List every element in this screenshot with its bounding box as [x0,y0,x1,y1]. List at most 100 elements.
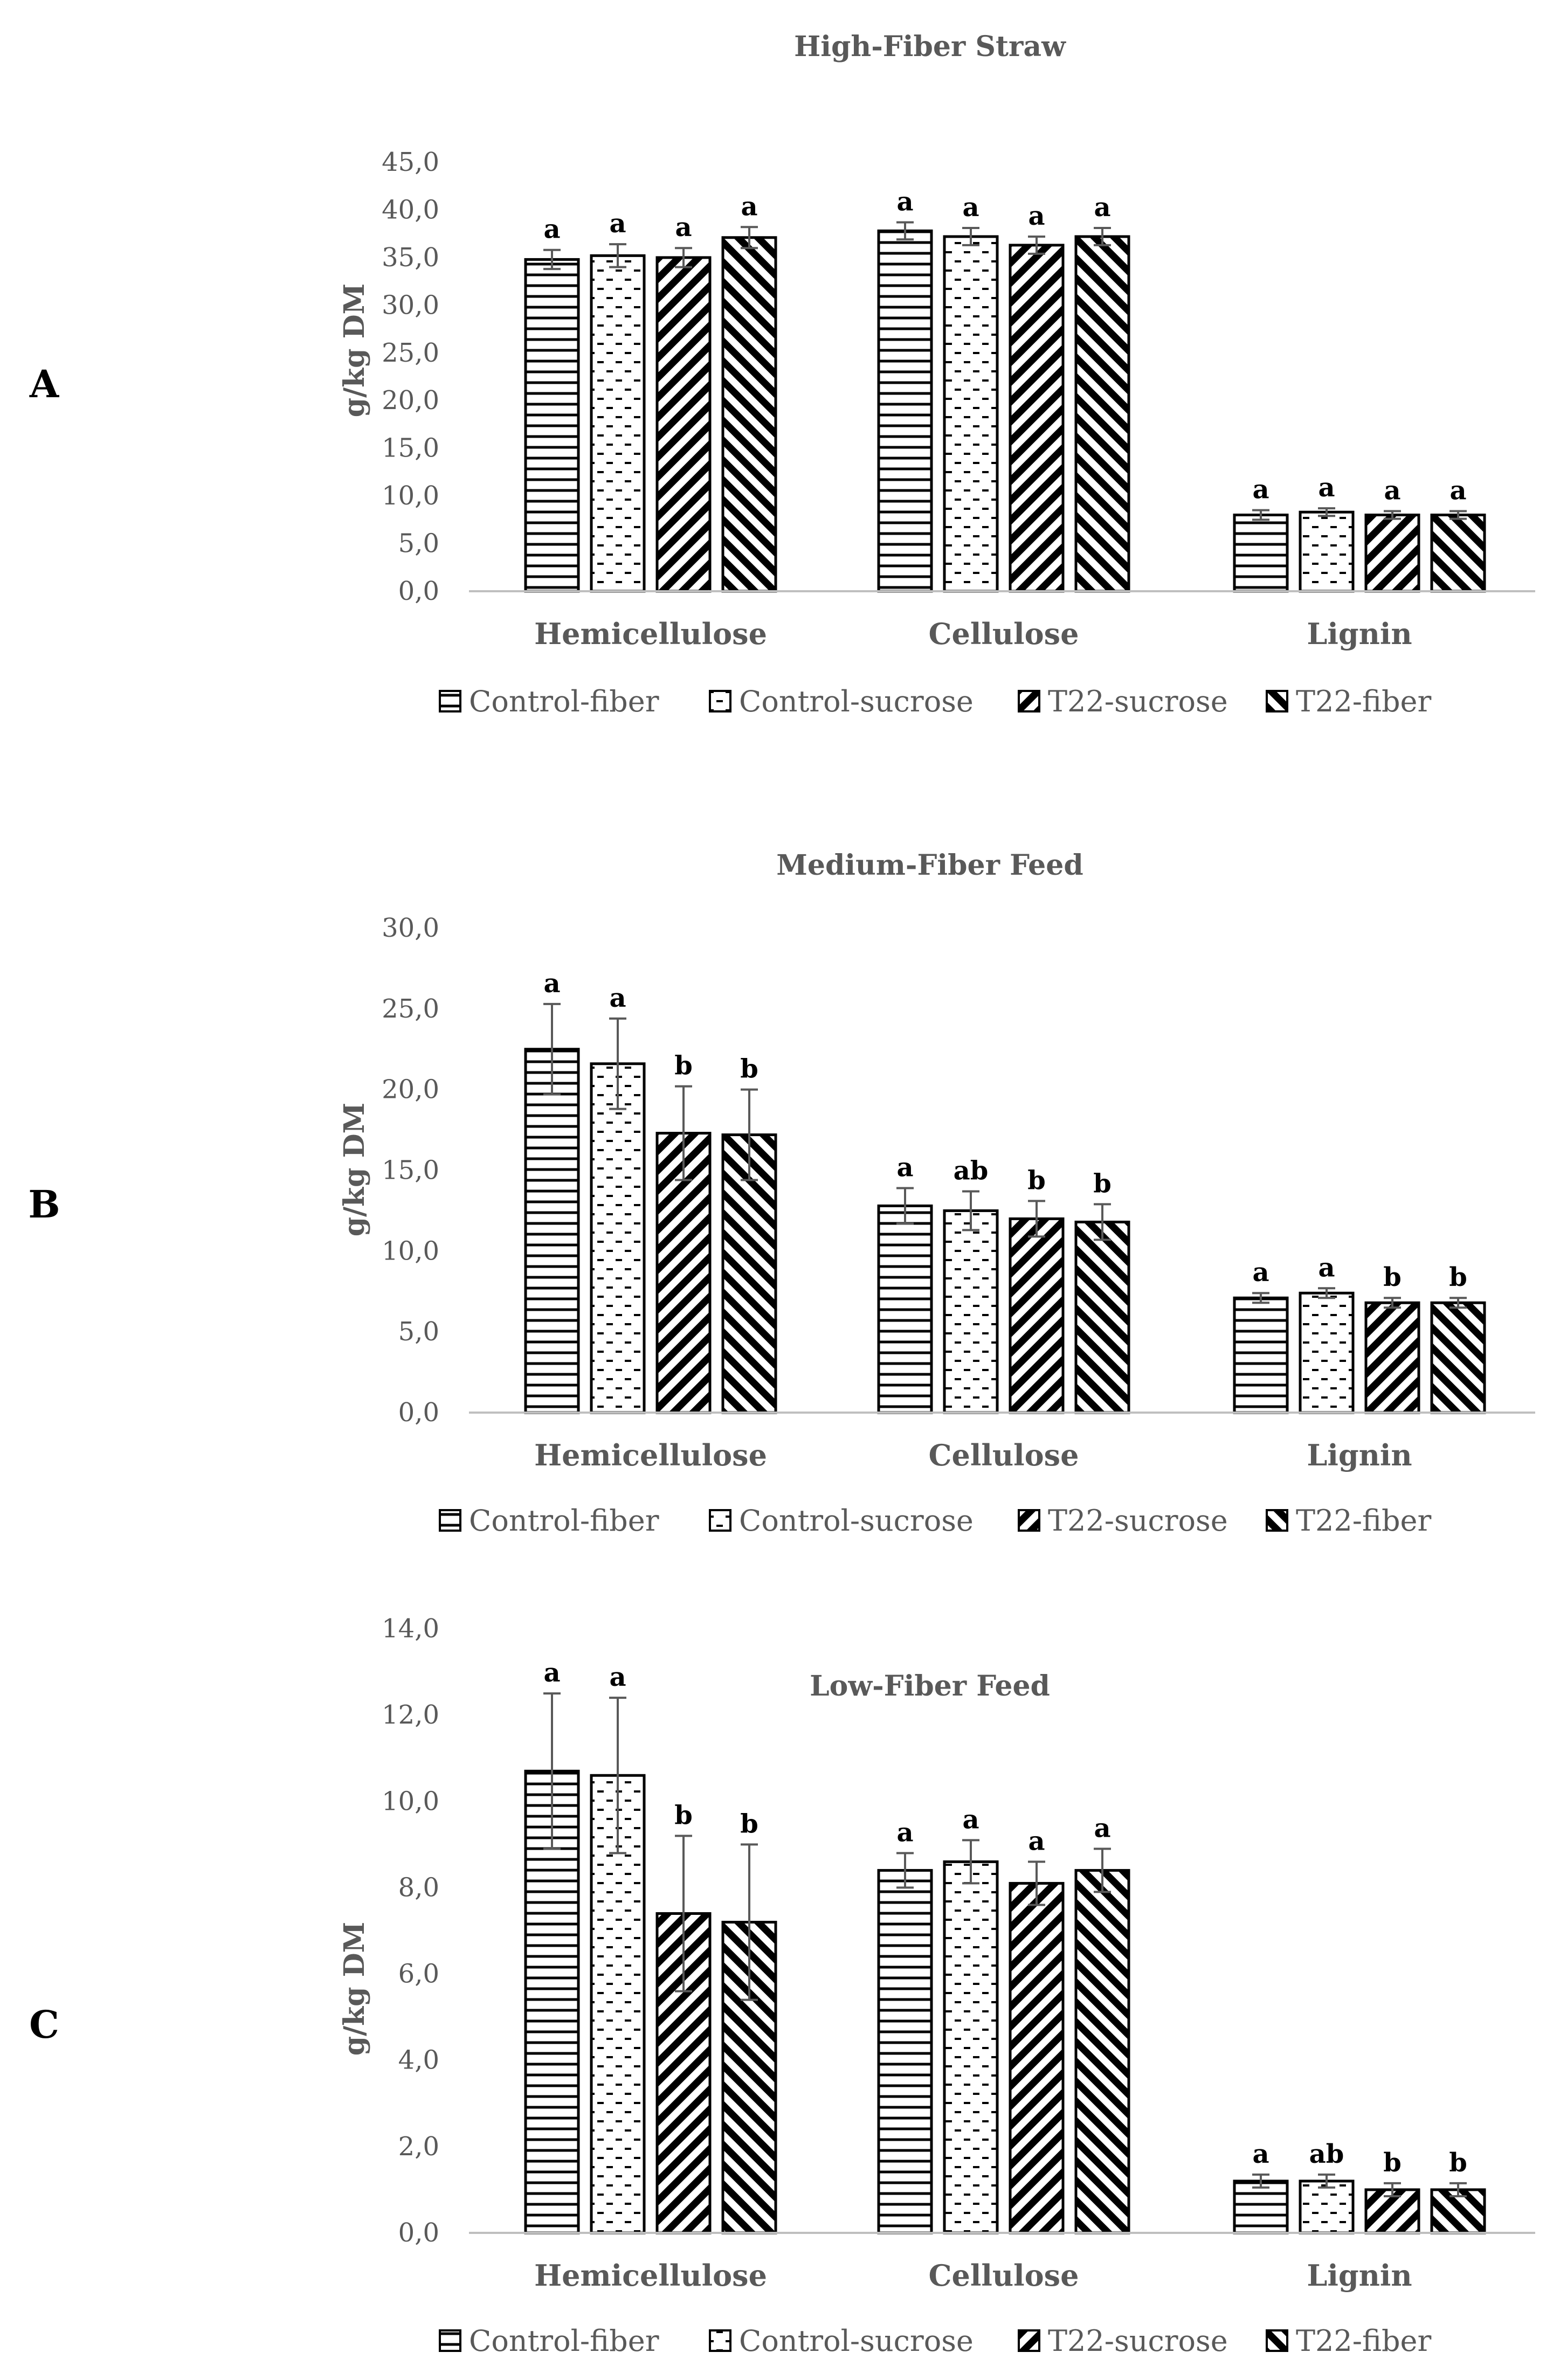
y-ticks: 0,0 5,0 10,0 15,0 20,0 25,0 30,0 [382,913,439,1428]
legend-label: Control-fiber [469,1504,659,1538]
y-ticks: 0,0 2,0 4,0 6,0 8,0 10,0 12,0 14,0 [382,1614,439,2248]
legend-swatch [439,2329,461,2352]
bar [721,236,777,593]
legend: Control-fiber Control-sucrose T22-sucrose T… [439,1504,1432,1538]
y-tick-label: 0,0 [398,1397,439,1428]
y-tick-label: 25,0 [382,338,439,368]
legend-swatch [1266,690,1288,712]
significance-label: b [740,1054,758,1084]
error-bar [1252,1292,1269,1304]
bar [943,235,999,593]
y-tick-label: 8,0 [398,1872,439,1902]
error-bar [896,1187,914,1225]
error-bar [896,1852,914,1889]
error-bar [543,1692,561,1850]
legend-label: Control-fiber [469,684,659,718]
significance-label: a [543,215,560,245]
legend-swatch [709,690,731,712]
y-tick-label: 20,0 [382,385,439,416]
significance-label: b [674,1051,693,1081]
y-tick-label: 10,0 [382,1236,439,1266]
legend-item: T22-fiber [1266,684,1432,718]
legend-item: T22-sucrose [1018,1504,1228,1538]
legend-swatch [709,2329,731,2352]
category-label: Cellulose [929,2258,1079,2293]
bar [524,258,580,593]
legend: Control-fiber Control-sucrose T22-sucrose T… [439,684,1432,718]
y-tick-label: 5,0 [398,529,439,559]
error-bar [1028,1200,1045,1238]
legend-label: T22-fiber [1296,684,1432,718]
legend-swatch [1018,1509,1040,1532]
significance-label: a [609,209,626,239]
bars: a a a a a a a a a a a a [524,186,1486,593]
significance-label: b [674,1800,693,1830]
significance-label: a [1384,475,1400,506]
error-bar [741,1843,758,2001]
bar [1430,1301,1486,1414]
significance-label: a [962,192,979,223]
legend-item: Control-fiber [439,2324,659,2358]
legend-item: Control-fiber [439,1504,659,1538]
error-bar [1252,2173,1269,2189]
significance-label: a [962,1804,979,1835]
legend-label: T22-fiber [1296,2324,1432,2358]
category-label: Lignin [1307,617,1412,651]
significance-label: a [896,1152,913,1182]
legend-swatch [1266,1509,1288,1532]
y-tick-label: 4,0 [398,2045,439,2075]
legend-label: T22-sucrose [1048,1504,1228,1538]
bar [1074,1869,1130,2234]
chart-title: Low-Fiber Feed [810,1670,1050,1703]
error-bar [1028,235,1045,255]
error-bar [609,1017,626,1110]
y-tick-label: 14,0 [382,1614,439,1644]
significance-label: a [1252,475,1269,505]
bar [1233,513,1289,593]
y-tick-label: 20,0 [382,1075,439,1105]
error-bar [609,243,626,268]
legend-item: T22-fiber [1266,1504,1432,1538]
significance-label: a [1028,1826,1045,1856]
error-bar [1318,2173,1335,2189]
category-label: Lignin [1307,2258,1412,2293]
bar [1074,1220,1130,1414]
category-label: Hemicellulose [534,1438,767,1472]
category-label: Cellulose [929,617,1079,651]
category-labels: Hemicellulose Cellulose Lignin [534,2258,1412,2293]
y-tick-label: 6,0 [398,1959,439,1989]
error-bar [1384,2182,1401,2197]
error-bar [962,1839,979,1885]
error-bar [962,227,979,246]
legend-item: Control-fiber [439,684,659,718]
error-bar [1252,509,1269,521]
error-bar [741,1088,758,1181]
significance-label: b [740,1809,758,1839]
error-bar [1318,507,1335,517]
error-bar [1318,1287,1335,1299]
category-label: Lignin [1307,1438,1412,1472]
chart-panel-a: A High-Fiber Straw g/kg DM 0,0 5,0 10,0 15,… [29,30,1535,718]
significance-label: b [1383,2148,1402,2178]
legend-swatch [1018,690,1040,712]
error-bar [741,226,758,250]
significance-label: a [1094,192,1110,223]
bar [943,1209,999,1414]
legend-label: T22-sucrose [1048,2324,1228,2358]
significance-label: ab [1309,2139,1344,2169]
legend-swatch [439,1509,461,1532]
chart-panel-c: C Low-Fiber Feed g/kg DM 0,0 2,0 4,0 6,0 8,0… [29,1614,1535,2358]
error-bar [543,1002,561,1096]
y-tick-label: 5,0 [398,1317,439,1347]
significance-label: a [1252,1257,1269,1288]
significance-label: b [1027,1165,1046,1195]
bar [1233,2180,1289,2234]
y-tick-label: 10,0 [382,481,439,511]
significance-label: a [609,1662,626,1692]
significance-label: a [675,212,692,243]
error-bar [962,1190,979,1231]
bar [877,1204,933,1414]
error-bar [1449,510,1467,520]
chart-title: Medium-Fiber Feed [776,849,1083,882]
